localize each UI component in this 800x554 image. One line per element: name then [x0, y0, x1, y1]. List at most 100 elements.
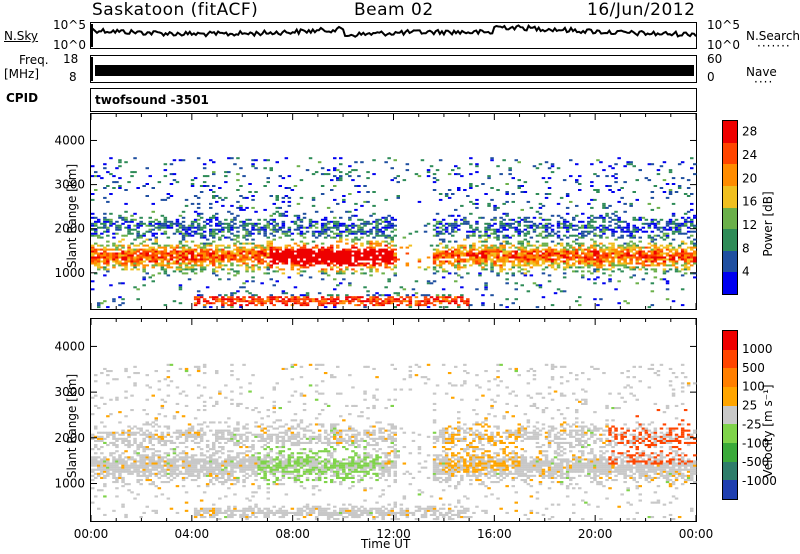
data-cell [311, 220, 316, 223]
data-cell [94, 452, 98, 455]
data-cell [375, 254, 379, 257]
data-cell [517, 264, 521, 267]
data-cell [466, 252, 470, 255]
data-cell [460, 254, 464, 257]
data-cell [257, 246, 261, 249]
data-cell [145, 398, 149, 401]
data-cell [541, 230, 546, 233]
data-cell [475, 288, 479, 291]
data-cell [308, 298, 313, 301]
data-cell [369, 258, 373, 261]
data-cell [487, 228, 491, 231]
data-cell [293, 250, 298, 253]
data-cell [305, 296, 310, 299]
data-cell [296, 254, 301, 257]
data-cell [205, 462, 210, 465]
data-cell [106, 466, 110, 469]
data-cell [148, 439, 152, 442]
data-cell [348, 216, 352, 219]
data-cell [242, 262, 246, 265]
data-cell [575, 266, 579, 269]
data-cell [205, 242, 210, 245]
data-cell [193, 195, 198, 197]
data-cell [106, 464, 110, 467]
data-cell [617, 236, 621, 239]
data-cell [218, 390, 222, 393]
data-cell [275, 198, 279, 201]
data-cell [127, 254, 131, 257]
data-cell [230, 264, 234, 267]
data-cell [438, 300, 443, 303]
data-cell [230, 464, 234, 467]
data-cell [375, 304, 379, 307]
data-cell [112, 254, 116, 257]
data-cell [142, 240, 146, 243]
data-cell [139, 462, 143, 465]
data-cell [115, 470, 119, 473]
data-cell [602, 216, 606, 219]
data-cell [157, 439, 162, 442]
data-cell [602, 258, 606, 261]
data-cell [602, 232, 606, 235]
data-cell [447, 173, 452, 176]
data-cell [354, 242, 358, 245]
data-cell [460, 286, 464, 289]
data-cell [559, 238, 564, 241]
data-cell [175, 246, 180, 249]
data-cell [493, 232, 497, 235]
data-cell [196, 472, 201, 475]
data-cell [659, 187, 664, 189]
data-cell [544, 234, 549, 237]
data-cell [281, 300, 286, 303]
data-cell [611, 242, 615, 245]
data-cell [133, 460, 137, 463]
data-cell [326, 228, 331, 231]
data-cell [199, 468, 204, 471]
data-cell [215, 212, 219, 215]
data-cell [187, 232, 192, 235]
data-cell [490, 232, 494, 235]
data-cell [656, 258, 661, 261]
data-cell [157, 425, 162, 428]
data-cell [160, 232, 165, 235]
data-cell [202, 372, 207, 375]
data-cell [314, 220, 319, 223]
data-cell [466, 222, 470, 225]
data-cell [559, 226, 564, 229]
data-cell [221, 258, 225, 261]
data-cell [251, 302, 255, 305]
data-cell [390, 240, 394, 243]
data-cell [106, 268, 110, 271]
data-cell [269, 264, 273, 267]
data-cell [106, 470, 110, 473]
data-cell [348, 175, 352, 178]
data-cell [390, 250, 394, 253]
data-cell [641, 230, 646, 233]
data-cell [239, 298, 243, 301]
data-cell [218, 507, 222, 510]
data-cell [511, 266, 515, 269]
data-cell [221, 472, 225, 475]
data-cell [375, 300, 379, 303]
data-cell [190, 456, 195, 459]
data-cell [668, 226, 673, 229]
data-cell [221, 468, 225, 471]
data-cell [623, 264, 627, 267]
data-cell [175, 466, 180, 469]
data-cell [109, 173, 113, 176]
data-cell [202, 300, 207, 303]
data-cell [460, 300, 464, 303]
data-cell [163, 256, 168, 259]
data-cell [348, 228, 352, 231]
data-cell [142, 278, 146, 281]
data-cell [323, 248, 328, 251]
data-cell [493, 256, 497, 259]
data-cell [103, 456, 107, 459]
data-cell [109, 431, 113, 434]
data-cell [175, 266, 180, 269]
data-cell [680, 232, 685, 235]
data-cell [693, 250, 697, 253]
data-cell [160, 222, 165, 225]
data-cell [514, 246, 518, 249]
data-cell [215, 256, 219, 259]
